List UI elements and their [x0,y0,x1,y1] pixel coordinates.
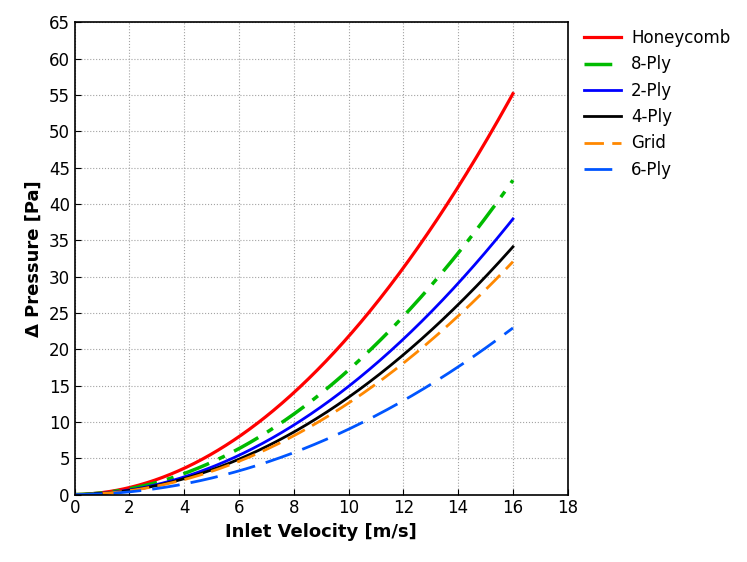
2-Ply [430,306,438,312]
Grid [307,423,316,429]
8-Ply [430,279,438,285]
4-Ply [279,435,288,442]
Honeycomb [331,347,340,354]
8-Ply [281,416,290,423]
8-Ply [498,192,507,198]
Line: Honeycomb: Honeycomb [75,94,513,495]
Grid [331,408,340,415]
Grid [498,269,507,276]
Line: 4-Ply: 4-Ply [75,247,513,495]
4-Ply [307,418,316,425]
X-axis label: Inlet Velocity [m/s]: Inlet Velocity [m/s] [226,523,417,541]
Honeycomb [509,90,518,97]
8-Ply [70,491,79,498]
Line: Grid: Grid [75,262,513,495]
2-Ply [498,229,507,235]
Grid [509,259,518,265]
2-Ply [281,427,290,434]
Honeycomb [70,491,79,498]
6-Ply [279,454,288,460]
Grid [70,491,79,498]
6-Ply [281,452,290,459]
2-Ply [279,428,288,435]
8-Ply [307,397,316,404]
6-Ply [331,432,340,438]
6-Ply [307,442,316,449]
4-Ply [70,491,79,498]
Grid [281,437,290,443]
Honeycomb [281,397,290,404]
6-Ply [430,379,438,386]
Honeycomb [307,372,316,379]
4-Ply [498,255,507,262]
6-Ply [509,324,518,331]
Grid [279,438,288,445]
Grid [430,334,438,341]
Y-axis label: Δ Pressure [Pa]: Δ Pressure [Pa] [25,180,43,337]
8-Ply [279,418,288,425]
Legend: Honeycomb, 8-Ply, 2-Ply, 4-Ply, Grid, 6-Ply: Honeycomb, 8-Ply, 2-Ply, 4-Ply, Grid, 6-… [577,22,737,185]
6-Ply [70,491,79,498]
4-Ply [430,324,438,331]
2-Ply [70,491,79,498]
8-Ply [331,378,340,385]
Line: 6-Ply: 6-Ply [75,328,513,495]
2-Ply [509,216,518,223]
Line: 8-Ply: 8-Ply [75,180,513,495]
8-Ply [509,177,518,184]
2-Ply [307,410,316,416]
4-Ply [509,243,518,250]
6-Ply [498,333,507,339]
Line: 2-Ply: 2-Ply [75,219,513,495]
Honeycomb [430,221,438,228]
Honeycomb [279,399,288,406]
2-Ply [331,393,340,400]
4-Ply [281,433,290,440]
4-Ply [331,403,340,410]
Honeycomb [498,109,507,116]
